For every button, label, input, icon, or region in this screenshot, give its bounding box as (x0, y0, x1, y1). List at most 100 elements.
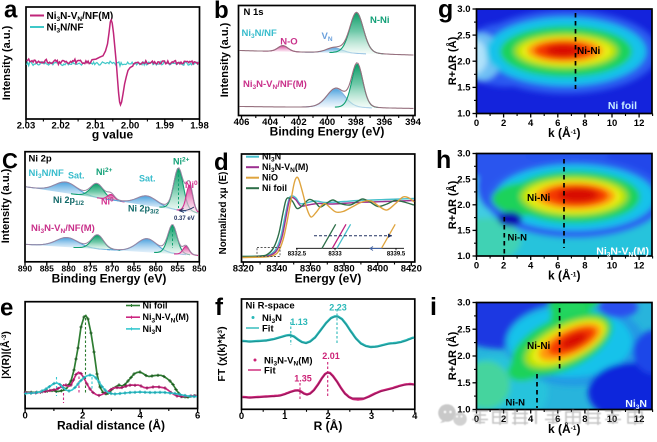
svg-text:0: 0 (474, 261, 479, 272)
svg-text:2: 2 (501, 261, 506, 272)
svg-text:Intensity (a.u.): Intensity (a.u.) (1, 25, 13, 100)
svg-text:1.0: 1.0 (457, 405, 470, 416)
svg-text:8340: 8340 (266, 264, 287, 275)
svg-text:Sat.: Sat. (139, 174, 156, 184)
svg-text:i: i (430, 293, 437, 321)
svg-text:Ni3 N: Ni3 N (262, 313, 282, 325)
svg-text:404: 404 (262, 117, 279, 128)
svg-text:4: 4 (528, 414, 534, 425)
svg-text:4: 4 (137, 411, 143, 422)
svg-text:N-O: N-O (280, 37, 297, 48)
svg-text:Ni3 N-VN /NF(M): Ni3 N-VN /NF(M) (243, 79, 307, 91)
svg-text:Sat.: Sat. (68, 171, 85, 181)
svg-text:8: 8 (582, 118, 587, 129)
svg-text:875: 875 (83, 264, 97, 274)
svg-text:Ni3 N: Ni3 N (625, 398, 647, 411)
svg-text:406: 406 (234, 117, 250, 128)
svg-text:FT (χ(k)*k3 ): FT (χ(k)*k3 ) (216, 326, 228, 381)
svg-text:h: h (436, 146, 451, 174)
svg-text:8: 8 (582, 414, 587, 425)
svg-text:8: 8 (582, 261, 587, 272)
svg-text:400: 400 (319, 117, 335, 128)
svg-text:8400: 8400 (367, 264, 388, 275)
svg-text:2: 2 (501, 118, 506, 129)
svg-text:0: 0 (239, 411, 244, 422)
svg-text:1.5: 1.5 (457, 83, 471, 94)
svg-text:2.03: 2.03 (17, 121, 36, 132)
svg-text:Normalized xμ (E): Normalized xμ (E) (218, 172, 229, 255)
svg-text:Binding Energy (eV): Binding Energy (eV) (270, 125, 385, 139)
svg-text:Ni3 N/NF: Ni3 N/NF (242, 28, 278, 40)
svg-text:Fit: Fit (262, 324, 274, 335)
svg-text:Ni3 N: Ni3 N (143, 324, 162, 336)
svg-text:1.0: 1.0 (457, 251, 470, 262)
svg-text:2.0: 2.0 (457, 200, 470, 211)
svg-text:3.0: 3.0 (457, 298, 470, 309)
svg-text:Ni foil: Ni foil (262, 183, 287, 193)
svg-text:Intensity (a.u.): Intensity (a.u.) (0, 168, 12, 243)
svg-text:Ni-Ni: Ni-Ni (577, 46, 601, 57)
svg-text:885: 885 (40, 264, 54, 274)
svg-text:Energy (eV): Energy (eV) (295, 272, 362, 286)
svg-text:N 1s: N 1s (244, 7, 264, 18)
svg-text:2.5: 2.5 (457, 174, 471, 185)
svg-text:396: 396 (376, 117, 392, 128)
svg-text:Intensity (a.u.): Intensity (a.u.) (219, 22, 231, 97)
svg-text:8339.5: 8339.5 (387, 252, 406, 258)
svg-text:1.5: 1.5 (457, 226, 471, 237)
svg-text:855: 855 (171, 264, 185, 274)
svg-text:8332.5: 8332.5 (288, 252, 307, 258)
svg-text:R+ΔR (Å): R+ΔR (Å) (446, 180, 459, 229)
svg-text:Ni2+: Ni2+ (96, 167, 113, 177)
svg-text:865: 865 (127, 264, 141, 274)
svg-text:Ni-Ni: Ni-Ni (527, 193, 551, 204)
svg-text:2.01: 2.01 (86, 121, 105, 132)
svg-text:Ni R-space: Ni R-space (246, 301, 295, 312)
svg-text:k (Å-1 ): k (Å-1 ) (548, 268, 580, 283)
svg-text:R+ΔR (Å): R+ΔR (Å) (446, 36, 459, 85)
svg-text:4: 4 (412, 411, 418, 422)
svg-text:|X(R)|(Å-3 ): |X(R)|(Å-3 ) (0, 331, 12, 379)
svg-text:8333: 8333 (328, 252, 342, 258)
svg-text:4: 4 (528, 118, 534, 129)
svg-text:1.13: 1.13 (290, 317, 308, 327)
svg-text:Ni3 N/NF: Ni3 N/NF (29, 168, 65, 180)
svg-text:2.5: 2.5 (457, 324, 471, 335)
svg-text:Ni-Ni: Ni-Ni (527, 341, 551, 352)
svg-text:10: 10 (607, 261, 618, 272)
svg-text:2.00: 2.00 (121, 121, 140, 132)
svg-text:860: 860 (149, 264, 163, 274)
svg-text:1.99: 1.99 (156, 121, 175, 132)
svg-text:402: 402 (291, 117, 307, 128)
svg-text:Ni-N: Ni-N (508, 233, 528, 244)
svg-text:b: b (214, 0, 229, 24)
svg-text:0: 0 (474, 118, 479, 129)
svg-text:g: g (438, 0, 453, 24)
svg-text:870: 870 (105, 264, 119, 274)
svg-text:Ni foil: Ni foil (608, 100, 637, 112)
svg-text:2.01: 2.01 (322, 351, 340, 361)
svg-text:1.5: 1.5 (457, 378, 471, 389)
svg-text:Ni 2p: Ni 2p (29, 154, 52, 165)
svg-text:394: 394 (405, 117, 422, 128)
svg-text:2.0: 2.0 (457, 351, 470, 362)
svg-text:C: C (2, 149, 18, 174)
svg-text:g value: g value (92, 128, 134, 142)
svg-text:Fit: Fit (264, 366, 276, 377)
svg-text:Ni3 N/NF: Ni3 N/NF (47, 23, 84, 35)
svg-text:d: d (214, 149, 229, 176)
svg-text:6: 6 (555, 118, 560, 129)
svg-text:2.0: 2.0 (457, 57, 470, 68)
svg-text:8380: 8380 (334, 264, 355, 275)
svg-text:890: 890 (18, 264, 32, 274)
svg-text:a: a (4, 0, 18, 24)
svg-text:f: f (215, 294, 224, 321)
svg-text:Ni0: Ni0 (101, 196, 114, 206)
svg-text:2: 2 (325, 411, 330, 422)
svg-text:8320: 8320 (233, 264, 254, 275)
svg-text:Ni3 N-VN /NF(M): Ni3 N-VN /NF(M) (31, 223, 95, 235)
svg-text:NiO: NiO (262, 173, 278, 183)
svg-text:Ni3 N-VN (M): Ni3 N-VN (M) (596, 246, 649, 259)
svg-text:0.37 eV: 0.37 eV (174, 216, 195, 222)
svg-text:2.5: 2.5 (457, 30, 471, 41)
